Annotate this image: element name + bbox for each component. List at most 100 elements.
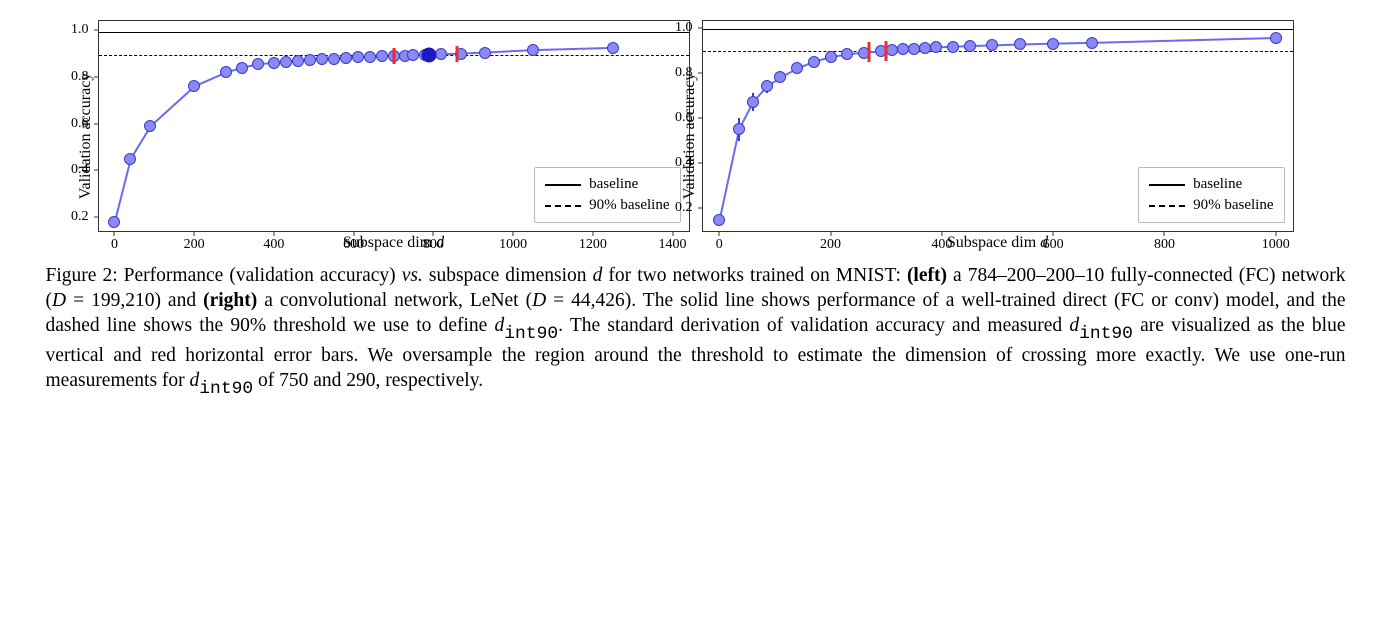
data-marker [220, 66, 232, 78]
data-marker [841, 48, 853, 60]
cap-t: D [52, 290, 66, 311]
data-marker [364, 51, 376, 63]
x-tick-label: 0 [716, 237, 723, 253]
x-tick-label: 1000 [499, 237, 527, 253]
y-axis-label: Validation accuracy [77, 73, 95, 200]
data-marker [1047, 38, 1059, 50]
y-tick-label: 0.2 [71, 209, 89, 225]
x-tick-label: 800 [423, 237, 444, 253]
y-tick-label: 1.0 [675, 20, 693, 36]
x-tick-label: 1400 [659, 237, 687, 253]
highlight-marker [422, 47, 437, 62]
legend-row-threshold: 90% baseline [545, 195, 669, 216]
data-marker [144, 120, 156, 132]
data-marker [791, 62, 803, 74]
cap-t: D [532, 290, 546, 311]
cap-t: of 750 and 290, respectively. [253, 370, 483, 391]
data-marker [1270, 32, 1282, 44]
data-marker [407, 49, 419, 61]
x-tick-label: 1200 [579, 237, 607, 253]
data-marker [947, 41, 959, 53]
data-marker [252, 58, 264, 70]
x-tick-label: 600 [1043, 237, 1064, 253]
legend-label: 90% baseline [1193, 195, 1273, 216]
data-marker [964, 40, 976, 52]
cap-t: for two networks trained on MNIST: [602, 265, 907, 286]
x-tick-label: 0 [111, 237, 118, 253]
cap-t: (right) [203, 290, 257, 311]
x-tick-label: 800 [1154, 237, 1175, 253]
data-marker [747, 96, 759, 108]
red-error-bar [885, 41, 888, 61]
x-tick-label: 200 [184, 237, 205, 253]
x-tick-label: 400 [263, 237, 284, 253]
left-chart: Validation accuracy 0.20.40.60.81.002004… [98, 20, 690, 252]
data-marker [774, 71, 786, 83]
data-marker [607, 42, 619, 54]
legend-label: baseline [589, 174, 638, 195]
y-tick-label: 1.0 [71, 22, 89, 38]
data-marker [340, 52, 352, 64]
data-marker [292, 55, 304, 67]
legend-label: baseline [1193, 174, 1242, 195]
legend-swatch-dashed [1149, 205, 1185, 207]
x-axis-label: Subspace dim d [702, 234, 1294, 252]
red-error-bar [456, 46, 459, 62]
y-tick-label: 0.4 [675, 155, 693, 171]
data-marker [713, 214, 725, 226]
right-chart: Validation accuracy 0.20.40.60.81.002004… [702, 20, 1294, 252]
data-marker [435, 48, 447, 60]
cap-t: int90 [199, 379, 253, 399]
data-marker [352, 51, 364, 63]
cap-t: d [1069, 315, 1079, 336]
legend-swatch-dashed [545, 205, 581, 207]
data-marker [316, 53, 328, 65]
data-marker [304, 54, 316, 66]
data-marker [1014, 38, 1026, 50]
y-tick-label: 0.8 [71, 69, 89, 85]
legend-row-baseline: baseline [545, 174, 669, 195]
data-marker [527, 44, 539, 56]
left-plot-area: 0.20.40.60.81.00200400600800100012001400… [98, 20, 690, 232]
data-marker [808, 56, 820, 68]
cap-t: int90 [504, 324, 558, 344]
data-marker [124, 153, 136, 165]
cap-t: (left) [907, 265, 947, 286]
data-marker [376, 50, 388, 62]
data-marker [986, 39, 998, 51]
legend-row-threshold: 90% baseline [1149, 195, 1273, 216]
red-error-bar [392, 48, 395, 64]
cap-t: int90 [1079, 324, 1133, 344]
cap-t: vs. [402, 265, 423, 286]
cap-t: . The standard derivation of validation … [558, 315, 1069, 336]
y-tick-label: 0.6 [675, 110, 693, 126]
cap-t: Figure 2: Performance (validation accura… [46, 265, 402, 286]
figure-caption: Figure 2: Performance (validation accura… [46, 264, 1346, 399]
legend-swatch-solid [1149, 184, 1185, 186]
legend-row-baseline: baseline [1149, 174, 1273, 195]
data-marker [733, 123, 745, 135]
legend-swatch-solid [545, 184, 581, 186]
cap-t: d [495, 315, 505, 336]
data-marker [108, 216, 120, 228]
legend: baseline90% baseline [1138, 167, 1284, 223]
red-error-bar [868, 42, 871, 62]
cap-t: d [593, 265, 603, 286]
y-tick-label: 0.8 [675, 65, 693, 81]
right-plot-area: 0.20.40.60.81.002004006008001000baseline… [702, 20, 1294, 232]
y-tick-label: 0.6 [71, 116, 89, 132]
data-marker [268, 57, 280, 69]
cap-t: d [190, 370, 200, 391]
data-marker [328, 53, 340, 65]
data-marker [761, 80, 773, 92]
x-axis-label-text: Subspace dim [947, 234, 1040, 251]
x-tick-label: 200 [820, 237, 841, 253]
y-tick-label: 0.4 [71, 162, 89, 178]
data-marker [930, 41, 942, 53]
x-tick-label: 600 [343, 237, 364, 253]
data-marker [1086, 37, 1098, 49]
data-marker [280, 56, 292, 68]
data-marker [479, 47, 491, 59]
figure-row: Validation accuracy 0.20.40.60.81.002004… [40, 20, 1351, 252]
y-axis-label: Validation accuracy [681, 73, 699, 200]
